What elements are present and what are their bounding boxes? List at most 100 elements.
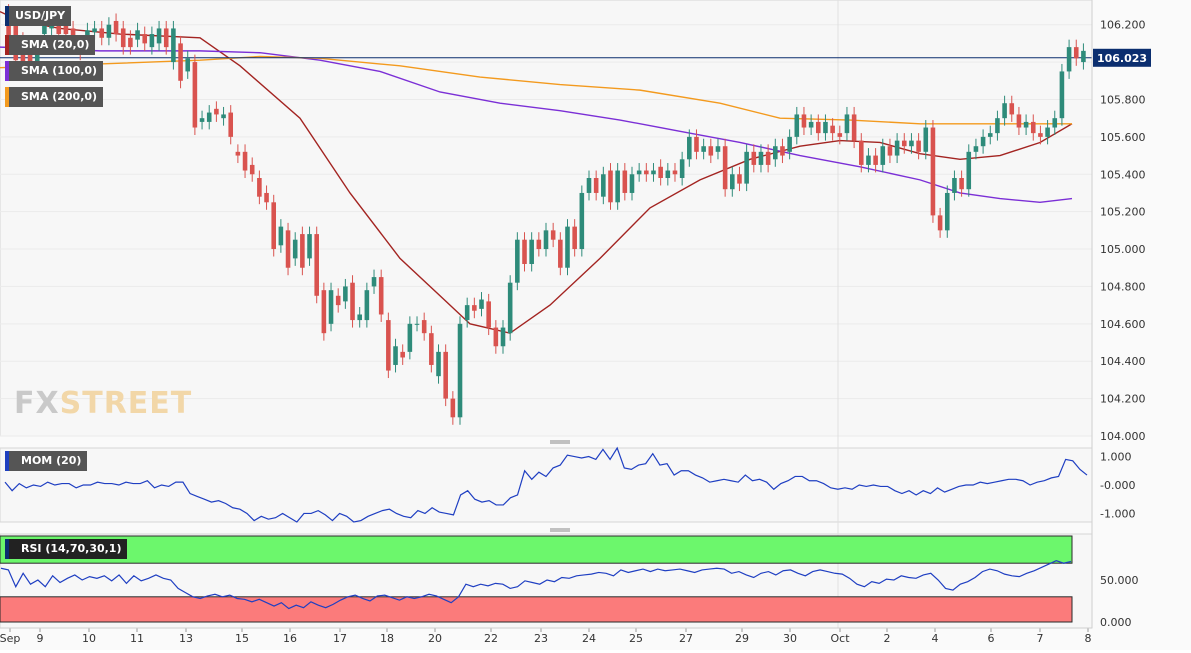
x-tick-label: 7 [1037,632,1044,645]
y-tick-label: 106.200 [1100,19,1146,32]
candle-body [937,215,943,231]
candle-body [56,20,62,35]
sma200-legend[interactable]: SMA (200,0) [5,87,104,107]
candle-body [271,202,277,250]
candle-body [1002,103,1007,119]
candle-body [221,114,226,119]
candle-body [479,299,484,309]
candle-body [63,24,69,35]
rsi-oversold-zone [0,596,1073,623]
x-tick-label: 30 [783,632,797,645]
mom-y-tick-label: -0.000 [1100,479,1135,492]
candle-body [414,323,420,325]
candle-body [751,151,757,165]
momentum-legend[interactable]: MOM (20) [5,451,88,471]
candle-body [192,62,198,128]
candle-body [944,192,950,231]
candle-body [558,239,563,268]
candle-body [149,34,155,48]
candle-body [457,323,463,418]
candle-body [522,239,527,264]
candle-body [665,170,671,178]
rsi-line [0,560,1072,610]
x-tick-label: 4 [932,632,939,645]
candle-body [242,151,248,171]
candle-body [679,159,685,178]
candle-body [851,114,857,141]
candle-body [285,230,291,268]
candle-body [830,125,835,134]
candle-body [228,112,234,137]
candle-body [328,290,334,324]
candle-body [1016,114,1022,128]
candle-body [42,24,47,35]
candle-body [644,170,649,175]
instrument-label: USD/JPY [5,6,72,26]
sma20-legend[interactable]: SMA (20,0) [5,35,96,55]
y-tick-label: 104.000 [1100,430,1146,443]
x-tick-label: 9 [37,632,44,645]
candle-body [1059,71,1065,119]
candle-body [257,178,262,197]
candle-body [930,127,936,216]
candle-body [515,239,520,283]
candle-body [866,155,871,165]
candle-body [815,121,821,134]
x-tick-label: 29 [735,632,749,645]
candle-body [873,155,878,165]
candle-body [407,323,413,352]
candle-body [178,43,183,81]
candle-body [565,226,570,268]
candle-body [493,327,499,347]
candle-body [730,174,735,190]
candle-body [371,277,377,287]
sma100-line [0,46,1073,204]
candle-body [543,230,549,250]
candle-body [472,305,477,311]
candle-body [773,146,778,160]
candle-body [1066,47,1072,72]
candle-body [106,24,112,38]
x-tick-label: 8 [1085,632,1092,645]
candle-body [421,320,427,334]
candle-body [808,121,814,128]
y-tick-label: 105.600 [1100,131,1146,144]
mom-y-tick-label: -1.000 [1100,507,1135,520]
candle-body [264,192,269,203]
candle-body [794,114,800,137]
x-tick-label: 27 [679,632,693,645]
candle-body [787,136,792,152]
sma100-legend[interactable]: SMA (100,0) [5,61,104,81]
candle-body [909,140,914,147]
candle-body [292,239,298,259]
candle-body [687,136,692,160]
candle-body [393,346,398,365]
candle-body [99,28,105,38]
candle-body [120,28,126,48]
rsi-legend[interactable]: RSI (14,70,30,1) [5,539,128,559]
candle-body [980,136,986,147]
rsi-overbought-zone [0,535,1073,564]
candle-body [113,20,119,35]
candle-body [300,234,305,268]
candle-body [737,174,742,184]
x-tick-label: 22 [484,632,498,645]
candle-body [658,166,663,178]
candle-body [858,140,864,165]
candle-body [887,146,893,156]
y-tick-label: 104.600 [1100,318,1146,331]
candle-body [464,305,470,321]
candle-body [651,170,656,175]
candle-body [636,170,642,175]
y-tick-label: 104.800 [1100,280,1146,293]
candle-body [758,151,764,165]
candle-body [550,230,556,240]
candle-body [436,351,441,377]
candle-body [1023,121,1029,128]
candle-body [901,140,907,147]
candle-body [34,47,40,72]
candle-body [85,30,90,40]
candle-body [500,327,506,347]
x-tick-label: 2 [884,632,891,645]
candle-body [615,170,620,203]
